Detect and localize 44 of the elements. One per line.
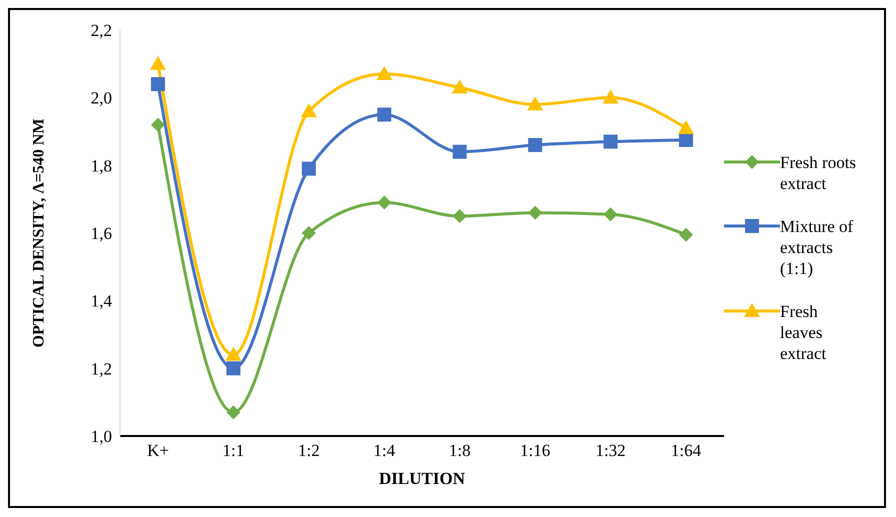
x-tick-label: 1:1 xyxy=(222,441,244,460)
point xyxy=(678,120,694,134)
point xyxy=(377,108,392,122)
point xyxy=(302,162,316,176)
legend-label: Fresh roots extract xyxy=(780,152,858,194)
x-tick-label: 1:8 xyxy=(448,441,471,460)
x-tick-label: 1:64 xyxy=(670,441,702,460)
point xyxy=(679,228,693,242)
x-tick-label: 1:32 xyxy=(595,441,626,460)
x-tick-label: 1:2 xyxy=(298,441,320,460)
x-axis-title: DILUTION xyxy=(379,469,466,488)
y-tick-label: 1,4 xyxy=(90,292,112,311)
point xyxy=(604,134,618,149)
y-tick-label: 2,0 xyxy=(90,88,112,108)
y-tick-label: 1,2 xyxy=(90,359,112,378)
point xyxy=(679,132,693,147)
y-axis-title: OPTICAL DENSITY, Λ=540 NM xyxy=(30,118,48,348)
point xyxy=(527,96,544,110)
y-tick-label: 1,8 xyxy=(90,156,112,176)
point xyxy=(452,209,467,224)
point xyxy=(300,103,317,118)
x-tick-label: 1:16 xyxy=(520,441,550,460)
point xyxy=(604,207,618,222)
point xyxy=(151,118,165,132)
point xyxy=(302,226,316,240)
point xyxy=(376,66,392,80)
point xyxy=(377,196,392,210)
y-tick-label: 2,2 xyxy=(90,21,112,40)
point xyxy=(226,361,240,376)
legend-label: Mixture of extracts (1:1) xyxy=(780,216,854,279)
point xyxy=(151,77,165,92)
y-tick-label: 1,0 xyxy=(90,427,112,446)
x-tick-label: K+ xyxy=(147,441,169,460)
point xyxy=(452,144,467,159)
point xyxy=(226,405,240,420)
point xyxy=(150,56,166,70)
point xyxy=(602,90,619,104)
y-tick-label: 1,6 xyxy=(90,224,112,244)
point xyxy=(528,206,542,220)
point xyxy=(452,80,468,94)
point xyxy=(528,138,542,152)
x-tick-label: 1:4 xyxy=(373,441,396,460)
point xyxy=(225,346,242,361)
legend-label: Fresh leaves extract xyxy=(780,301,828,364)
